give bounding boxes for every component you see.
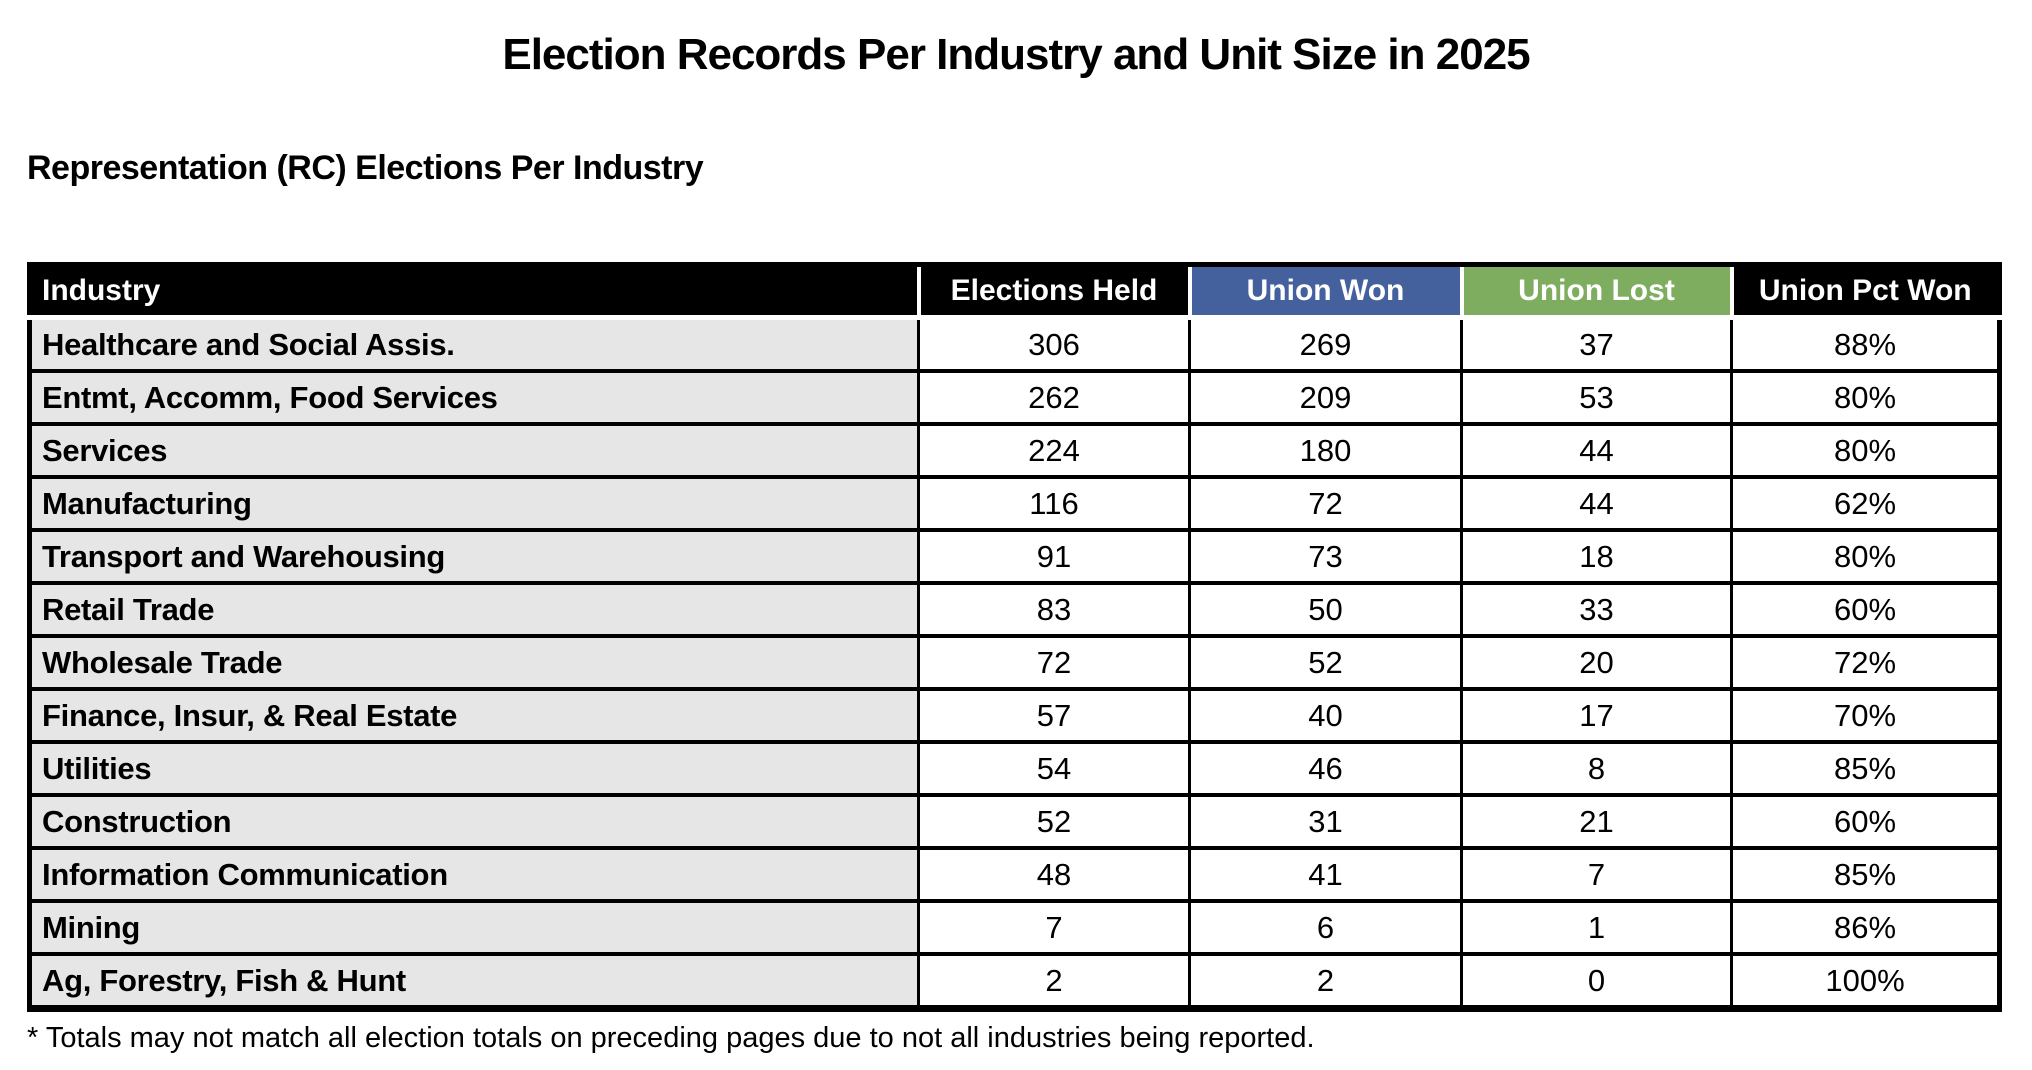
- table-row: Utilities 54 46 8 85%: [28, 740, 2001, 797]
- elections-held-cell: 306: [917, 315, 1191, 373]
- elections-table: Industry Elections Held Union Won Union …: [27, 262, 2002, 1012]
- union-pct-won-cell: 88%: [1730, 315, 2001, 373]
- elections-held-cell: 262: [917, 369, 1191, 426]
- union-lost-cell: 33: [1460, 581, 1733, 638]
- column-header-union-won: Union Won: [1187, 264, 1462, 320]
- union-lost-cell: 8: [1460, 740, 1733, 797]
- union-lost-cell: 17: [1460, 687, 1733, 744]
- industry-cell: Entmt, Accomm, Food Services: [28, 369, 920, 426]
- industry-cell: Utilities: [28, 740, 920, 797]
- table-row: Manufacturing 116 72 44 62%: [28, 475, 2001, 532]
- page-title: Election Records Per Industry and Unit S…: [502, 30, 1530, 79]
- table-row: Ag, Forestry, Fish & Hunt 2 2 0 100%: [28, 952, 2001, 1011]
- union-pct-won-cell: 80%: [1730, 369, 2001, 426]
- table-row: Services 224 180 44 80%: [28, 422, 2001, 479]
- industry-cell: Healthcare and Social Assis.: [28, 315, 920, 373]
- union-lost-cell: 7: [1460, 846, 1733, 903]
- table-row: Information Communication 48 41 7 85%: [28, 846, 2001, 903]
- elections-held-cell: 224: [917, 422, 1191, 479]
- union-won-cell: 52: [1188, 634, 1463, 691]
- industry-cell: Information Communication: [28, 846, 920, 903]
- industry-cell: Transport and Warehousing: [28, 528, 920, 585]
- union-lost-cell: 20: [1460, 634, 1733, 691]
- union-lost-cell: 44: [1460, 422, 1733, 479]
- union-lost-cell: 44: [1460, 475, 1733, 532]
- union-lost-cell: 18: [1460, 528, 1733, 585]
- union-lost-cell: 37: [1460, 315, 1733, 373]
- header-row: Industry Elections Held Union Won Union …: [29, 264, 2000, 320]
- table-row: Mining 7 6 1 86%: [28, 899, 2001, 956]
- union-won-cell: 40: [1188, 687, 1463, 744]
- union-won-cell: 6: [1188, 899, 1463, 956]
- elections-held-cell: 7: [917, 899, 1191, 956]
- union-won-cell: 31: [1188, 793, 1463, 850]
- industry-cell: Mining: [28, 899, 920, 956]
- union-won-cell: 41: [1188, 846, 1463, 903]
- union-pct-won-cell: 85%: [1730, 740, 2001, 797]
- section-subtitle: Representation (RC) Elections Per Indust…: [27, 149, 704, 187]
- table-row: Finance, Insur, & Real Estate 57 40 17 70%: [28, 687, 2001, 744]
- table-row: Retail Trade 83 50 33 60%: [28, 581, 2001, 638]
- union-won-cell: 73: [1188, 528, 1463, 585]
- industry-cell: Services: [28, 422, 920, 479]
- table-row: Entmt, Accomm, Food Services 262 209 53 80%: [28, 369, 2001, 426]
- industry-cell: Manufacturing: [28, 475, 920, 532]
- union-pct-won-cell: 86%: [1730, 899, 2001, 956]
- union-won-cell: 269: [1188, 315, 1463, 373]
- industry-cell: Retail Trade: [28, 581, 920, 638]
- union-lost-cell: 0: [1460, 952, 1733, 1011]
- table-body: Healthcare and Social Assis. 306 269 37 88% E…: [28, 315, 2001, 1011]
- elections-held-cell: 83: [917, 581, 1191, 638]
- union-won-cell: 180: [1188, 422, 1463, 479]
- column-header-union-pct-won: Union Pct Won: [1729, 264, 2000, 320]
- union-won-cell: 209: [1188, 369, 1463, 426]
- union-pct-won-cell: 85%: [1730, 846, 2001, 903]
- union-lost-cell: 21: [1460, 793, 1733, 850]
- union-pct-won-cell: 100%: [1730, 952, 2001, 1011]
- table-row: Wholesale Trade 72 52 20 72%: [28, 634, 2001, 691]
- union-won-cell: 2: [1188, 952, 1463, 1011]
- union-won-cell: 72: [1188, 475, 1463, 532]
- elections-held-cell: 57: [917, 687, 1191, 744]
- union-pct-won-cell: 70%: [1730, 687, 2001, 744]
- union-lost-cell: 1: [1460, 899, 1733, 956]
- table-row: Construction 52 31 21 60%: [28, 793, 2001, 850]
- industry-cell: Finance, Insur, & Real Estate: [28, 687, 920, 744]
- table-header: Industry Elections Held Union Won Union …: [29, 264, 2000, 320]
- footnote-text: * Totals may not match all election tota…: [27, 1022, 1315, 1054]
- column-header-industry: Industry: [29, 264, 919, 320]
- industry-cell: Ag, Forestry, Fish & Hunt: [28, 952, 920, 1011]
- union-pct-won-cell: 80%: [1730, 422, 2001, 479]
- union-pct-won-cell: 80%: [1730, 528, 2001, 585]
- union-won-cell: 46: [1188, 740, 1463, 797]
- industry-cell: Construction: [28, 793, 920, 850]
- elections-held-cell: 91: [917, 528, 1191, 585]
- elections-held-cell: 2: [917, 952, 1191, 1011]
- industry-cell: Wholesale Trade: [28, 634, 920, 691]
- elections-held-cell: 54: [917, 740, 1191, 797]
- elections-held-cell: 116: [917, 475, 1191, 532]
- union-pct-won-cell: 62%: [1730, 475, 2001, 532]
- union-pct-won-cell: 72%: [1730, 634, 2001, 691]
- column-header-elections-held: Elections Held: [916, 264, 1190, 320]
- elections-held-cell: 52: [917, 793, 1191, 850]
- table-row: Transport and Warehousing 91 73 18 80%: [28, 528, 2001, 585]
- union-pct-won-cell: 60%: [1730, 793, 2001, 850]
- union-won-cell: 50: [1188, 581, 1463, 638]
- column-header-union-lost: Union Lost: [1459, 264, 1732, 320]
- union-lost-cell: 53: [1460, 369, 1733, 426]
- elections-held-cell: 48: [917, 846, 1191, 903]
- elections-held-cell: 72: [917, 634, 1191, 691]
- table-row: Healthcare and Social Assis. 306 269 37 88%: [28, 315, 2001, 373]
- union-pct-won-cell: 60%: [1730, 581, 2001, 638]
